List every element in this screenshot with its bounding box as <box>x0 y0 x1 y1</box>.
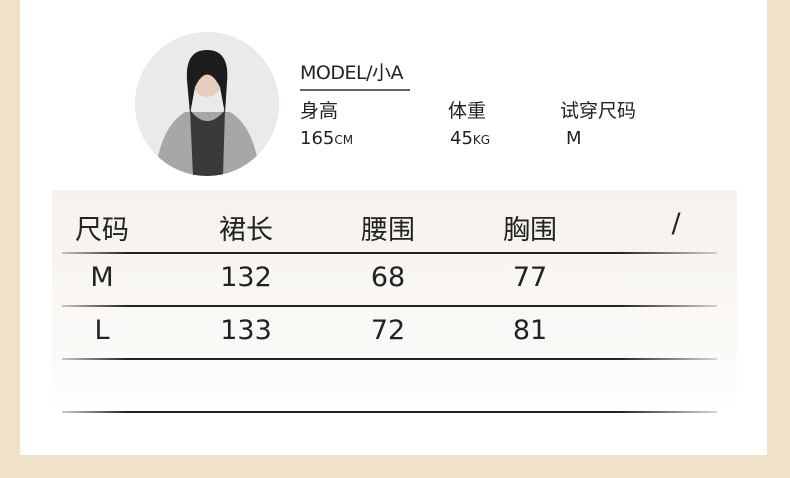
header-length: 裙长 <box>219 215 273 246</box>
row-waist: 68 <box>370 262 406 293</box>
row-waist: 72 <box>370 315 406 346</box>
row-size: L <box>94 315 110 346</box>
weight-value: 45KG <box>450 128 490 149</box>
header-blank: / <box>671 208 681 239</box>
row-length: 132 <box>220 262 272 293</box>
model-avatar <box>135 32 279 176</box>
weight-label: 体重 <box>448 100 487 122</box>
divider <box>62 358 717 360</box>
divider <box>62 411 717 413</box>
weight-unit: KG <box>472 133 491 147</box>
row-bust: 77 <box>512 262 548 293</box>
size-value: M <box>566 128 582 149</box>
divider <box>62 252 717 254</box>
weight-number: 45 <box>450 128 473 149</box>
header-waist: 腰围 <box>361 215 415 246</box>
header-bust: 胸围 <box>503 215 557 246</box>
divider <box>62 305 717 307</box>
height-unit: CM <box>334 133 354 147</box>
height-label: 身高 <box>300 100 339 122</box>
row-bust: 81 <box>512 315 548 346</box>
header-size: 尺码 <box>75 215 129 246</box>
size-table <box>52 190 737 415</box>
row-size: M <box>90 262 114 293</box>
model-name: MODEL/小A <box>300 58 410 91</box>
height-number: 165 <box>300 128 335 149</box>
size-label: 试穿尺码 <box>560 100 637 122</box>
row-length: 133 <box>220 315 272 346</box>
height-value: 165CM <box>300 128 353 149</box>
